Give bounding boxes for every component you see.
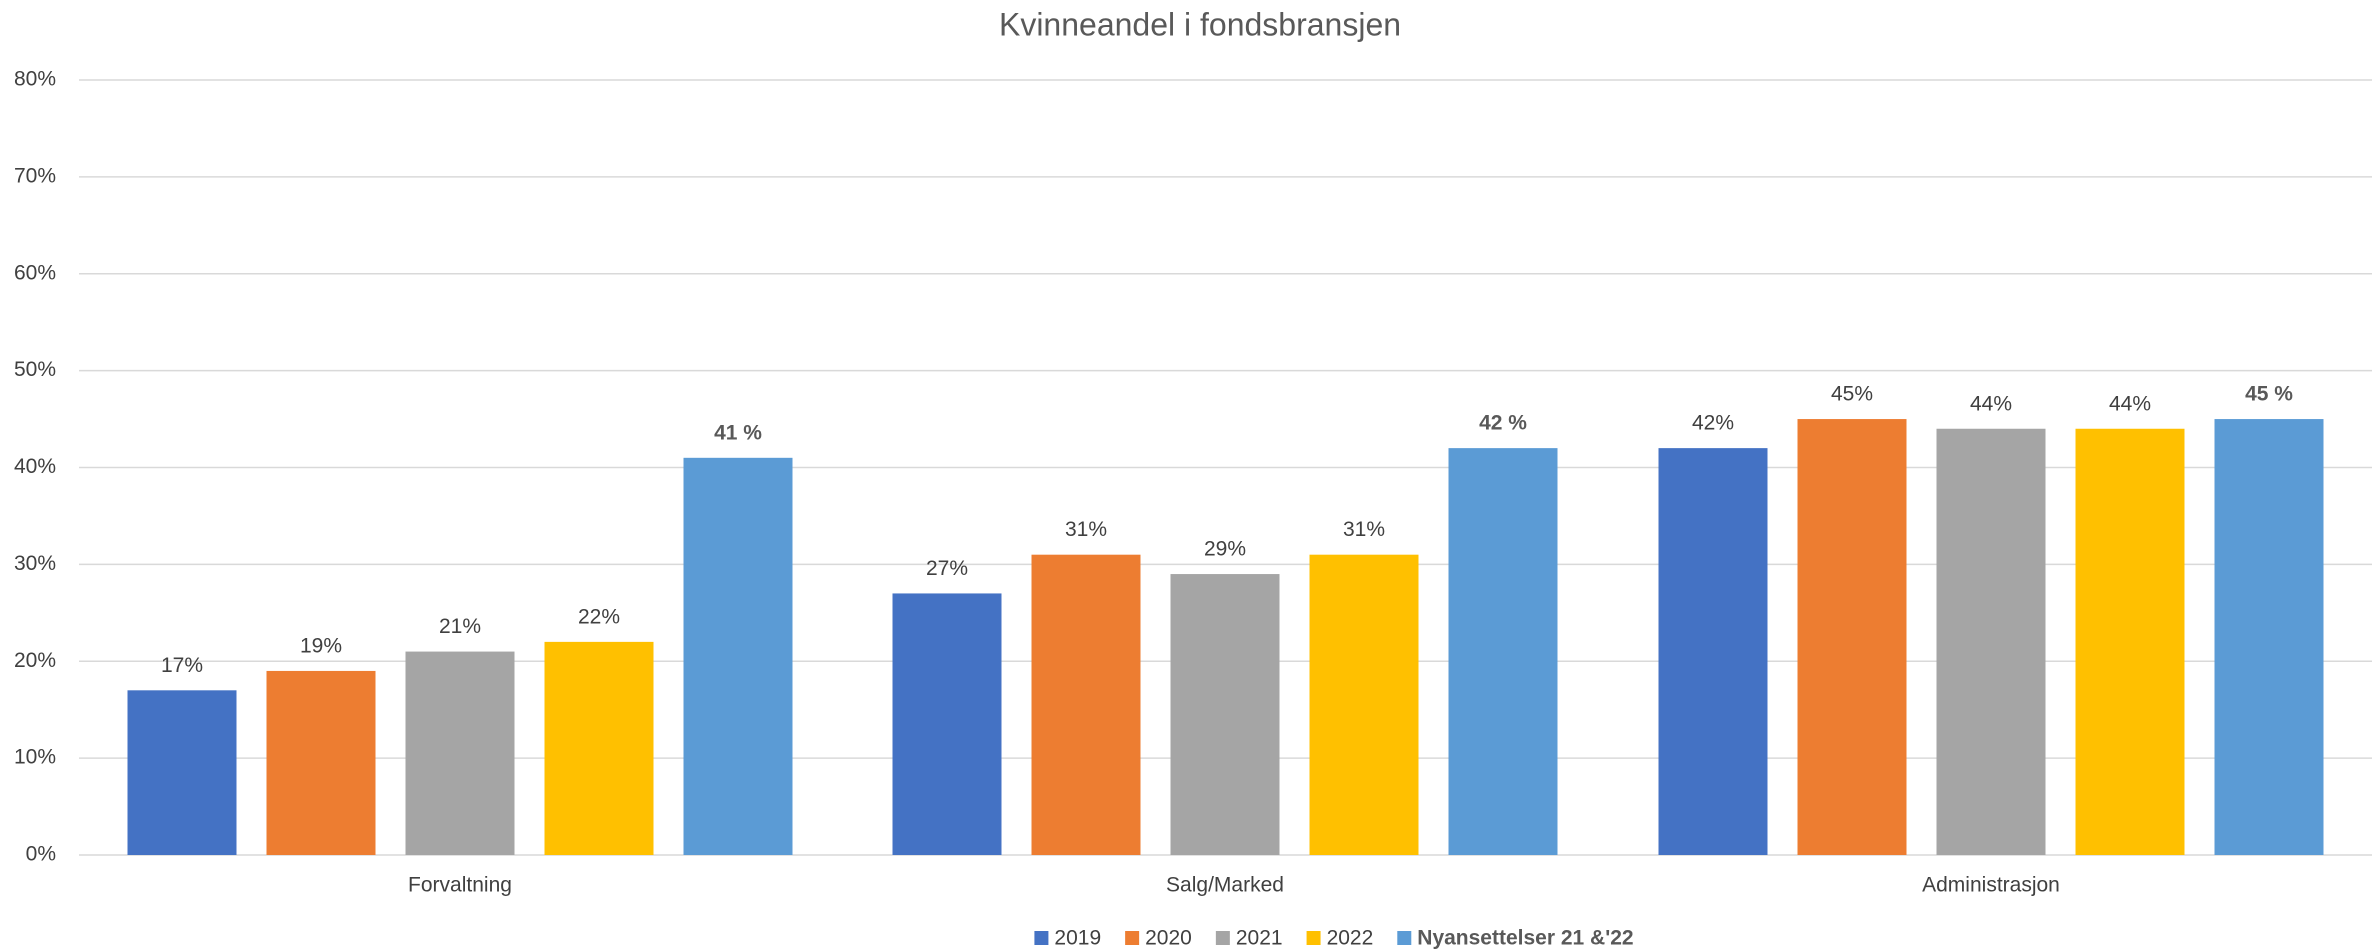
bar [1031,554,1141,855]
data-label: 29% [1204,538,1246,561]
data-label: 31% [1065,518,1107,541]
data-label: 41 % [714,421,762,444]
y-tick-label: 10% [14,746,56,769]
bar [2075,428,2185,855]
x-tick-label: Forvaltning [408,874,512,897]
x-tick-label: Administrasjon [1922,874,2060,897]
bar [1797,419,1907,855]
bar [1309,554,1419,855]
bar [544,641,654,855]
legend-swatch [1215,931,1230,945]
legend-label: 2019 [1054,927,1101,950]
legend-label: 2022 [1327,927,1374,950]
legend-label: 2021 [1236,927,1283,950]
bar [1658,448,1768,855]
data-label: 19% [300,634,342,657]
data-label: 22% [578,605,620,628]
legend-swatch [1034,931,1049,945]
bar [1448,448,1558,855]
y-tick-label: 40% [14,455,56,478]
bar [2214,419,2324,855]
legend-label: 2020 [1145,927,1192,950]
data-label: 45 % [2245,383,2293,406]
data-label: 27% [926,557,968,580]
legend-swatch [1397,931,1412,945]
y-tick-label: 60% [14,261,56,284]
legend-swatch [1306,931,1321,945]
y-tick-label: 0% [26,843,56,866]
data-label: 42% [1692,412,1734,435]
data-label: 42 % [1479,412,1527,435]
y-tick-label: 80% [14,68,56,91]
bar [127,690,237,855]
bar [266,670,376,855]
bar [405,651,515,855]
data-label: 21% [439,615,481,638]
chart-title: Kvinneandel i fondsbransjen [999,6,1401,42]
data-label: 17% [161,654,203,677]
y-tick-label: 30% [14,552,56,575]
legend-swatch [1125,931,1140,945]
x-tick-label: Salg/Marked [1166,874,1284,897]
data-label: 44% [2109,392,2151,415]
data-label: 44% [1970,392,2012,415]
y-tick-label: 50% [14,358,56,381]
legend-label: Nyansettelser 21 &'22 [1417,927,1633,950]
bar [1170,574,1280,855]
bar [683,457,793,855]
bar [892,593,1002,855]
y-tick-label: 70% [14,164,56,187]
bar [1936,428,2046,855]
data-label: 31% [1343,518,1385,541]
y-tick-label: 20% [14,649,56,672]
data-label: 45% [1831,383,1873,406]
